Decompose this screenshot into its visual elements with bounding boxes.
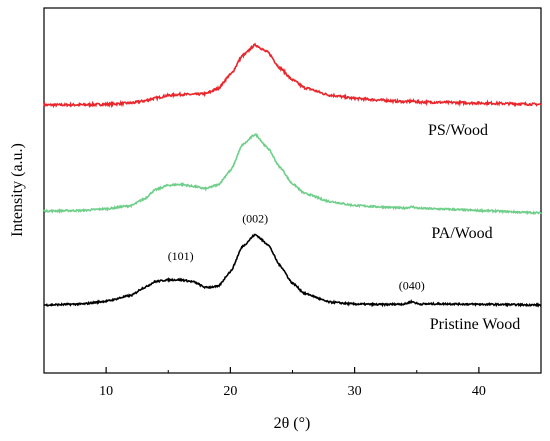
peak-annotation: (040) [399,279,425,293]
x-ticks: 10 20 30 40 [99,367,486,399]
y-axis-title: Intensity (a.u.) [9,143,26,237]
x-tick-label: 40 [472,384,486,399]
x-axis-title: 2θ (°) [274,415,311,432]
series-line-pristine-wood [43,233,542,308]
x-tick-label: 30 [348,384,362,399]
series-line-ps-wood [43,42,542,109]
series-label-ps-wood: PS/Wood [428,122,488,139]
x-tick-label: 10 [99,384,113,399]
series-group [43,42,542,308]
series-line-pa-wood [43,133,542,216]
peak-annotation: (002) [242,212,268,226]
labels-group: PS/Wood PA/Wood Pristine Wood (101) (002) (04… [168,122,521,333]
series-label-pa-wood: PA/Wood [431,225,492,242]
x-tick-label: 20 [223,384,237,399]
series-label-pristine-wood: Pristine Wood [430,316,520,333]
peak-annotation: (101) [168,249,194,263]
